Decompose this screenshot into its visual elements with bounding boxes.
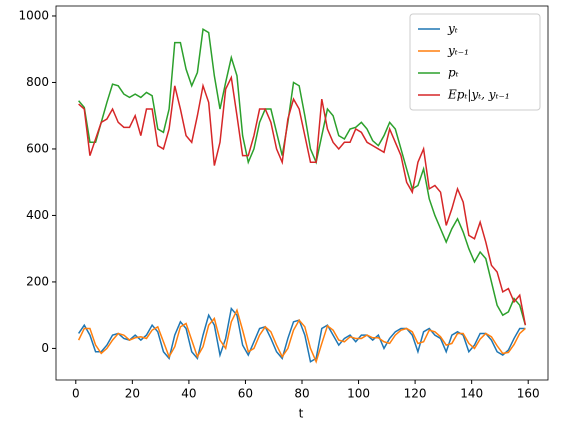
legend-label: yₜ₋₁ — [447, 44, 469, 58]
x-axis-label: t — [299, 407, 304, 421]
axes-frame — [55, 5, 549, 381]
y-tick-label: 0 — [41, 341, 49, 355]
x-tick-label: 140 — [460, 387, 483, 401]
x-tick-label: 100 — [347, 387, 370, 401]
series-line — [78, 28, 527, 326]
legend-label: Epₜ|yₜ, yₜ₋₁ — [447, 88, 510, 102]
series-line — [78, 74, 527, 326]
legend-label: yₜ — [447, 22, 458, 36]
y-tick-label: 600 — [26, 141, 49, 155]
x-tick-label: 0 — [72, 387, 80, 401]
y-tick-label: 200 — [26, 274, 49, 288]
x-tick-label: 120 — [404, 387, 427, 401]
y-tick-label: 1000 — [18, 8, 49, 22]
series-line — [78, 306, 526, 363]
legend-box — [409, 13, 541, 111]
x-tick-label: 40 — [181, 387, 196, 401]
x-tick-label: 20 — [125, 387, 140, 401]
x-tick-label: 60 — [238, 387, 253, 401]
legend-label: pₜ — [448, 66, 459, 80]
x-tick-label: 160 — [517, 387, 540, 401]
x-tick-label: 80 — [294, 387, 309, 401]
y-tick-label: 800 — [26, 75, 49, 89]
y-tick-label: 400 — [26, 208, 49, 222]
series-line — [77, 308, 526, 364]
